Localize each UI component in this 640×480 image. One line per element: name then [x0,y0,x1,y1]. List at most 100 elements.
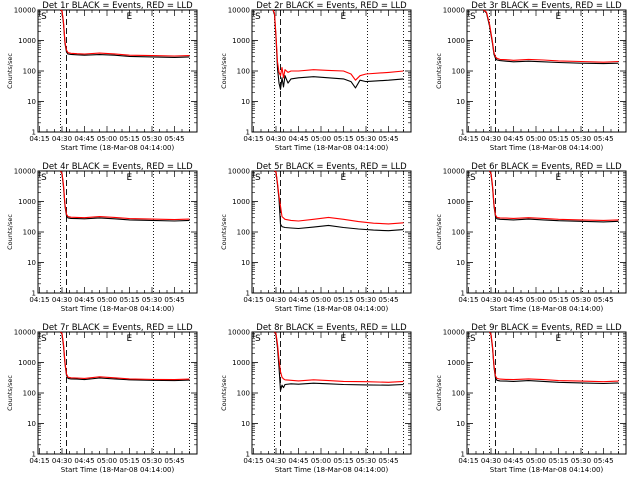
x-tick-label: 05:15 [333,457,353,465]
x-tick-label: 05:45 [593,296,613,304]
y-tick-label: 10000 [443,168,465,176]
y-tick-label: 1000 [232,359,250,367]
y-tick-label: 1 [461,129,465,137]
x-tick-label: 05:30 [356,457,376,465]
panel-title: Det 8r BLACK = Events, RED = LLD [256,323,407,333]
x-tick-label: 05:15 [548,296,568,304]
panel-5r: Det 5r BLACK = Events, RED = LLD 1 10 100 10… [220,162,412,313]
y-tick-label: 1 [32,290,36,298]
x-tick-label: 05:45 [593,135,613,143]
y-axis-label: Counts/sec [435,214,443,250]
panel-title: Det 7r BLACK = Events, RED = LLD [42,323,193,333]
y-tick-label: 10 [27,420,36,428]
x-tick-label: 05:00 [311,457,331,465]
y-tick-label: 100 [237,390,250,398]
series-line-lld [489,170,619,221]
y-tick-label: 10000 [14,7,36,15]
series-line-lld [274,170,404,225]
y-tick-label: 1000 [447,37,465,45]
panel-title: Det 5r BLACK = Events, RED = LLD [256,162,407,172]
x-tick-label: 05:45 [378,457,398,465]
y-tick-label: 10000 [228,329,250,337]
x-tick-label: 04:30 [481,296,501,304]
x-tick-label: 04:45 [288,457,308,465]
plot-frame [37,170,198,294]
y-tick-label: 100 [452,390,465,398]
end-mark: E [341,173,347,183]
y-tick-label: 10 [456,98,465,106]
y-tick-label: 10 [241,420,250,428]
y-axis-label: Counts/sec [435,375,443,411]
x-tick-label: 05:15 [333,135,353,143]
x-tick-label: 04:15 [458,457,478,465]
y-tick-label: 10000 [228,168,250,176]
y-axis-label: Counts/sec [6,375,14,411]
panel-4r: Det 4r BLACK = Events, RED = LLD 1 10 100 10… [6,162,198,313]
start-mark: S [470,334,476,344]
end-mark: E [127,173,133,183]
start-mark: S [470,173,476,183]
y-tick-label: 10000 [14,329,36,337]
series-line-events [60,9,190,58]
series-line-lld [60,9,190,57]
y-tick-label: 100 [23,229,36,237]
panel-title: Det 6r BLACK = Events, RED = LLD [471,162,622,172]
plot-frame [251,170,412,294]
x-tick-label: 04:45 [74,457,94,465]
x-tick-label: 05:30 [142,457,162,465]
y-tick-label: 10 [456,259,465,267]
panel-title: Det 1r BLACK = Events, RED = LLD [42,1,193,11]
end-mark: E [556,173,562,183]
x-tick-label: 04:30 [52,296,72,304]
x-tick-label: 04:45 [503,135,523,143]
x-tick-label: 04:15 [29,135,49,143]
x-axis-label: Start Time (18-Mar-08 04:14:00) [490,144,604,152]
x-tick-label: 05:45 [164,296,184,304]
x-tick-label: 04:30 [481,135,501,143]
y-tick-label: 1000 [447,359,465,367]
start-mark: S [41,12,47,22]
x-tick-label: 05:45 [164,135,184,143]
y-tick-label: 100 [23,68,36,76]
x-tick-label: 05:45 [593,457,613,465]
x-tick-label: 04:45 [288,135,308,143]
series-line-events [489,170,619,223]
x-axis-label: Start Time (18-Mar-08 04:14:00) [275,466,389,474]
x-tick-label: 05:00 [311,135,331,143]
x-axis-label: Start Time (18-Mar-08 04:14:00) [275,305,389,313]
y-tick-label: 1000 [232,198,250,206]
plot-frame [251,331,412,455]
x-tick-label: 05:15 [119,457,139,465]
x-tick-label: 05:00 [526,296,546,304]
series-line-events [272,9,404,90]
x-tick-label: 05:15 [119,296,139,304]
start-mark: S [255,173,261,183]
x-tick-label: 04:30 [266,296,286,304]
x-tick-label: 05:00 [97,457,117,465]
y-tick-label: 10 [456,420,465,428]
x-tick-label: 04:30 [481,457,501,465]
x-tick-label: 05:15 [548,135,568,143]
series-line-events [489,331,619,385]
series-line-lld [60,331,190,381]
y-tick-label: 10 [27,259,36,267]
panel-title: Det 3r BLACK = Events, RED = LLD [471,1,622,11]
panel-title: Det 2r BLACK = Events, RED = LLD [256,1,407,11]
y-tick-label: 1 [32,129,36,137]
y-tick-label: 100 [452,229,465,237]
x-tick-label: 04:30 [52,135,72,143]
x-axis-label: Start Time (18-Mar-08 04:14:00) [61,466,175,474]
x-tick-label: 05:30 [571,296,591,304]
x-tick-label: 04:45 [74,135,94,143]
x-tick-label: 04:30 [266,135,286,143]
x-tick-label: 05:45 [378,296,398,304]
series-line-lld [274,331,404,383]
panel-title: Det 9r BLACK = Events, RED = LLD [471,323,622,333]
x-tick-label: 05:45 [378,135,398,143]
end-mark: E [341,12,347,22]
y-tick-label: 1 [246,290,250,298]
series-line-events [274,170,404,232]
y-tick-label: 10000 [443,7,465,15]
start-mark: S [41,334,47,344]
